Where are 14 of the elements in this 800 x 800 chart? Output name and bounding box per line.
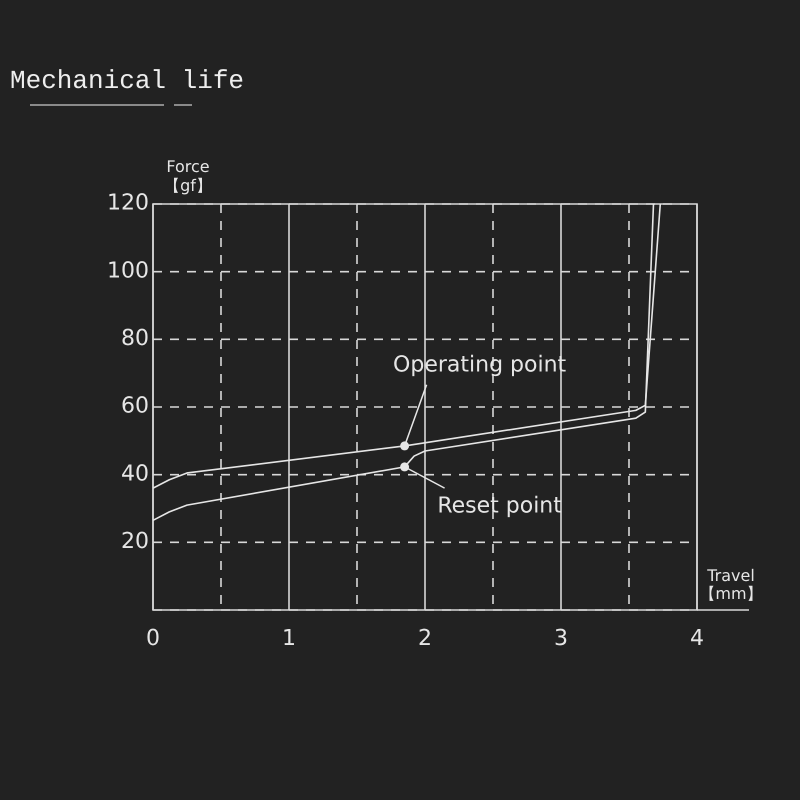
x-tick-label: 4 [690,626,704,651]
y-axis-title: Force 【gf】 [164,157,212,196]
y-tick-label: 120 [107,190,149,216]
x-tick-label: 3 [554,626,568,651]
chart-title: Mechanical life [10,66,244,96]
y-tick-label: 100 [107,258,149,284]
y-tick-label: 20 [121,529,149,554]
y-tick-label: 80 [121,326,149,352]
x-tick-label: 2 [418,626,432,651]
x-tick-label: 0 [146,626,160,651]
y-tick-label: 60 [121,394,149,419]
y-tick-label: 40 [121,461,149,486]
x-axis-title: Travel 【mm】 [699,566,763,604]
x-tick-label: 1 [282,626,296,651]
